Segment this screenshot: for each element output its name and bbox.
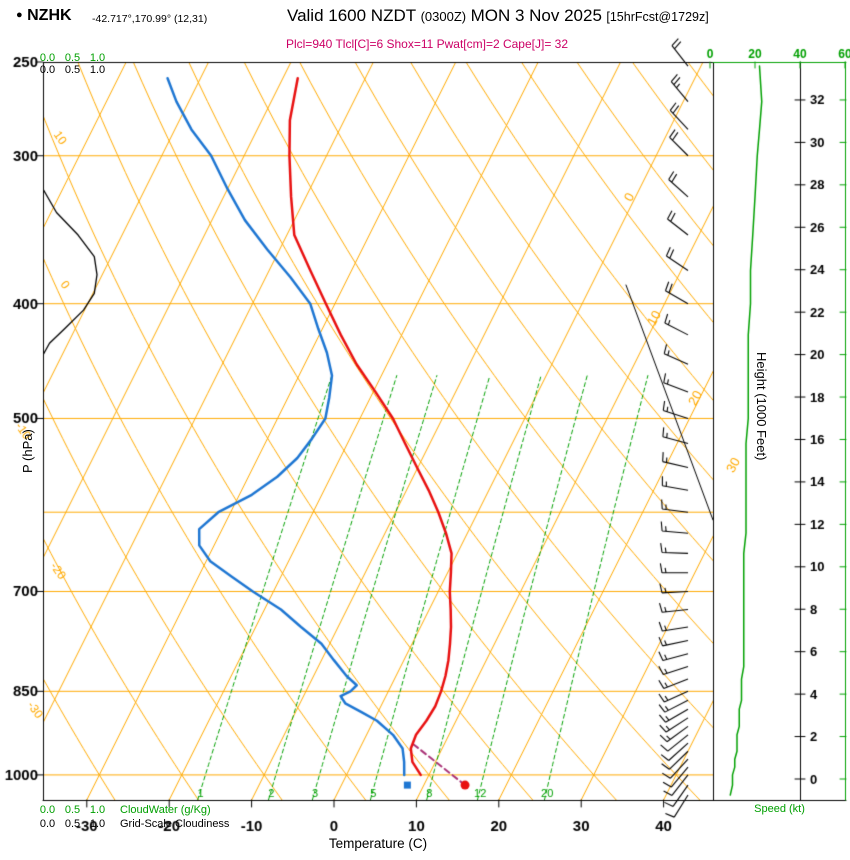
cloudiness-scale-1: 1.0 <box>89 64 106 76</box>
cloudiness-legend-0: 0.0 <box>39 818 56 830</box>
temperature-axis-title: Temperature (C) <box>328 836 428 851</box>
cloudiness-legend-05: 0.5 <box>64 818 81 830</box>
height-axis-title: Height (1000 Feet) <box>754 352 769 461</box>
cloudiness-legend: 0.0 0.5 1.0 Grid-Scale Cloudiness <box>35 818 230 830</box>
cloudiness-scale-0: 0.0 <box>39 64 56 76</box>
station-bullet-icon: ● <box>16 9 23 21</box>
cloudiness-label: Grid-Scale Cloudiness <box>120 818 230 830</box>
cloudiness-scale-top: 0.0 0.5 1.0 <box>35 64 110 76</box>
cloudwater-scale-top: 0.0 0.5 1.0 <box>35 52 110 64</box>
cloudiness-legend-1: 1.0 <box>89 818 106 830</box>
speed-axis-label: Speed (kt) <box>754 803 805 815</box>
valid-zulu: (0300Z) <box>420 9 467 24</box>
cloudwater-scale-05: 0.5 <box>64 52 81 64</box>
valid-title: Valid 1600 NZDT (0300Z) MON 3 Nov 2025 [… <box>287 6 709 26</box>
cloudwater-legend-1: 1.0 <box>89 804 106 816</box>
cloudwater-legend-0: 0.0 <box>39 804 56 816</box>
valid-time: Valid 1600 NZDT <box>287 6 417 25</box>
cloudiness-scale-05: 0.5 <box>64 64 81 76</box>
pressure-axis-title: P (hPa) <box>20 429 35 473</box>
forecast-tag: [15hrFcst@1729z] <box>606 10 709 24</box>
station-coords: -42.717°,170.99° (12,31) <box>92 13 208 25</box>
cloudwater-scale-1: 1.0 <box>89 52 106 64</box>
cloudwater-scale-0: 0.0 <box>39 52 56 64</box>
station-name: NZHK <box>27 7 72 24</box>
valid-date: MON 3 Nov 2025 <box>470 6 602 25</box>
cloudwater-legend-05: 0.5 <box>64 804 81 816</box>
cloudwater-label: CloudWater (g/Kg) <box>120 804 211 816</box>
stability-indices: Plcl=940 Tlcl[C]=6 Shox=11 Pwat[cm]=2 Ca… <box>285 37 569 51</box>
cloudwater-legend: 0.0 0.5 1.0 CloudWater (g/Kg) <box>35 804 211 816</box>
station-title: ● NZHK <box>16 7 72 25</box>
